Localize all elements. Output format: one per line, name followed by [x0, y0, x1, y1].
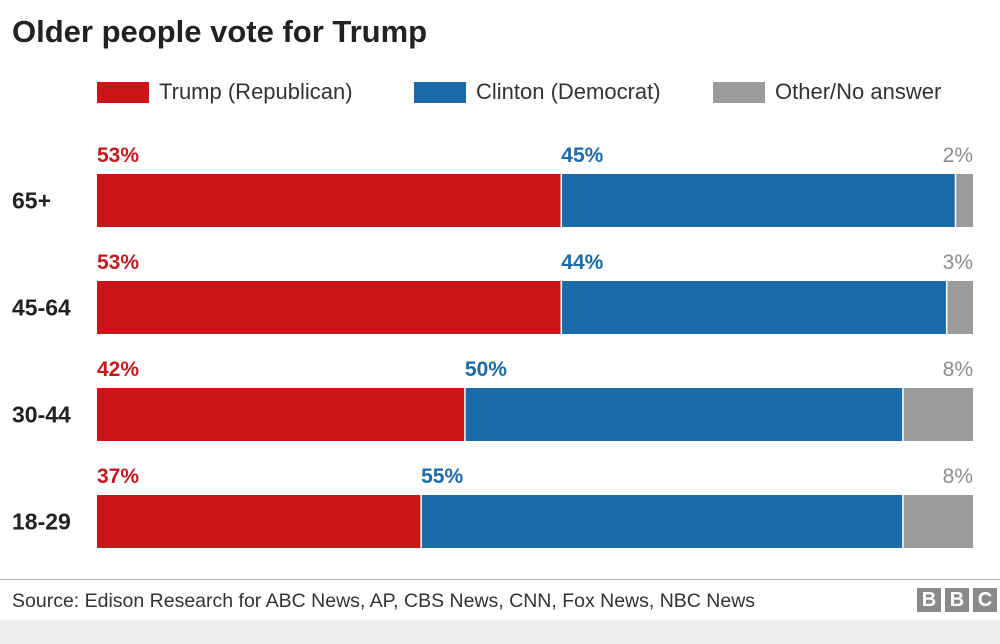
- data-label-other/no: 8%: [943, 465, 973, 488]
- legend-item-trump: Trump (Republican): [97, 79, 353, 104]
- legend-label-other: Other/No answer: [775, 79, 942, 104]
- data-label-trump: 42%: [97, 358, 139, 381]
- category-label: 45-64: [12, 295, 71, 321]
- category-label: 18-29: [12, 509, 71, 535]
- bar-segment-other/no: [902, 495, 973, 548]
- category-label: 65+: [12, 188, 51, 214]
- bar-segment-clinton: [561, 281, 947, 334]
- data-label-trump: 53%: [97, 251, 139, 274]
- data-label-other/no: 2%: [943, 144, 973, 167]
- legend-item-other: Other/No answer: [713, 79, 942, 104]
- data-label-clinton: 50%: [465, 358, 507, 381]
- data-label-other/no: 8%: [943, 358, 973, 381]
- legend-swatch-other: [713, 81, 765, 103]
- bar-segment-clinton: [561, 174, 956, 227]
- bar-segment-trump: [97, 281, 562, 334]
- bar-segment-other/no: [955, 174, 973, 227]
- legend-label-clinton: Clinton (Democrat): [476, 79, 661, 104]
- legend-swatch-trump: [97, 81, 149, 103]
- legend-swatch-clinton: [414, 81, 466, 103]
- bar-segment-trump: [97, 174, 562, 227]
- data-label-trump: 37%: [97, 465, 139, 488]
- bar-segment-trump: [97, 388, 465, 441]
- category-label: 30-44: [12, 402, 71, 428]
- data-label-clinton: 55%: [421, 465, 463, 488]
- bottom-band: [0, 620, 1000, 644]
- bar-segment-other/no: [946, 281, 973, 334]
- source-note: Source: Edison Research for ABC News, AP…: [12, 590, 756, 612]
- legend-item-clinton: Clinton (Democrat): [414, 79, 661, 104]
- bar-segment-clinton: [464, 388, 903, 441]
- chart-title: Older people vote for Trump: [12, 14, 428, 49]
- data-label-clinton: 45%: [561, 144, 603, 167]
- bbc-logo: B B C: [917, 588, 997, 612]
- data-label-trump: 53%: [97, 144, 139, 167]
- stacked-bar-chart: 65+ 53% 45% 2% 45-64 53% 44% 3% 30-44 42% 50% 8% 18-…: [12, 144, 973, 548]
- bar-segment-other/no: [902, 388, 973, 441]
- bar-segment-trump: [97, 495, 422, 548]
- bar-segment-clinton: [421, 495, 903, 548]
- data-label-other/no: 3%: [943, 251, 973, 274]
- data-label-clinton: 44%: [561, 251, 603, 274]
- bbc-logo-letter: B: [917, 588, 941, 612]
- bbc-logo-letter: C: [973, 588, 997, 612]
- legend-label-trump: Trump (Republican): [159, 79, 353, 104]
- bbc-logo-letter: B: [945, 588, 969, 612]
- footer-divider: [0, 579, 1000, 580]
